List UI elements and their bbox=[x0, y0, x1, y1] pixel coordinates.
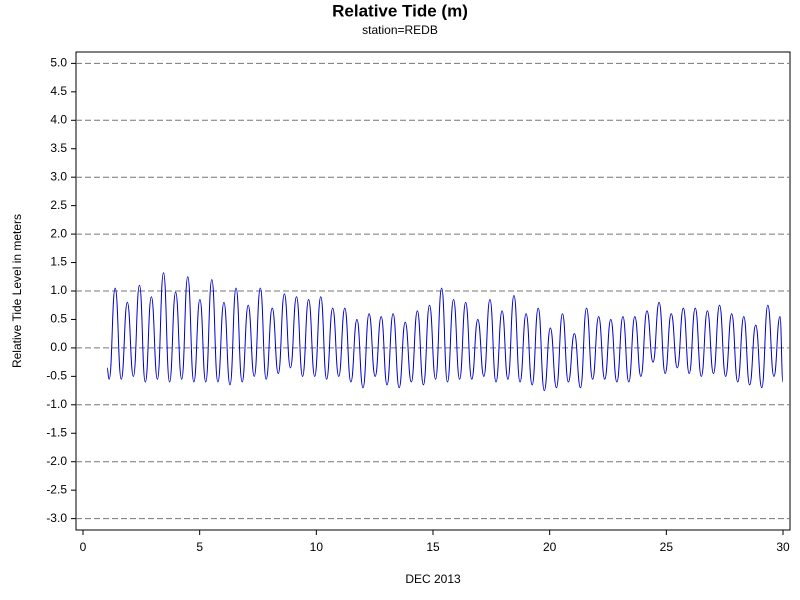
y-tick-label: -2.0 bbox=[46, 454, 67, 468]
y-tick-label: -1.5 bbox=[46, 425, 67, 439]
y-tick-label: 1.5 bbox=[50, 255, 67, 269]
y-tick-label: -3.0 bbox=[46, 511, 67, 525]
y-tick-label: -1.0 bbox=[46, 397, 67, 411]
y-tick-label: 2.5 bbox=[50, 198, 67, 212]
y-tick-label: 2.0 bbox=[50, 226, 67, 240]
x-tick-label: 30 bbox=[776, 540, 790, 554]
chart-title: Relative Tide (m) bbox=[332, 1, 468, 20]
x-tick-label: 15 bbox=[426, 540, 440, 554]
x-tick-label: 25 bbox=[660, 540, 674, 554]
y-axis-label: Relative Tide Level in meters bbox=[10, 214, 24, 368]
y-tick-label: 0.5 bbox=[50, 312, 67, 326]
y-tick-label: 5.0 bbox=[50, 56, 67, 70]
x-axis-label: DEC 2013 bbox=[405, 572, 461, 586]
y-tick-label: 3.0 bbox=[50, 169, 67, 183]
x-tick-label: 0 bbox=[80, 540, 87, 554]
tide-line bbox=[106, 272, 784, 392]
y-tick-label: -2.5 bbox=[46, 482, 67, 496]
x-tick-label: 10 bbox=[310, 540, 324, 554]
y-tick-label: 3.5 bbox=[50, 141, 67, 155]
y-tick-label: 4.0 bbox=[50, 112, 67, 126]
y-tick-label: 0.0 bbox=[50, 340, 67, 354]
y-tick-label: 1.0 bbox=[50, 283, 67, 297]
x-tick-label: 20 bbox=[543, 540, 557, 554]
y-tick-label: -0.5 bbox=[46, 369, 67, 383]
chart-subtitle: station=REDB bbox=[362, 23, 438, 37]
y-tick-label: 4.5 bbox=[50, 84, 67, 98]
x-tick-label: 5 bbox=[196, 540, 203, 554]
